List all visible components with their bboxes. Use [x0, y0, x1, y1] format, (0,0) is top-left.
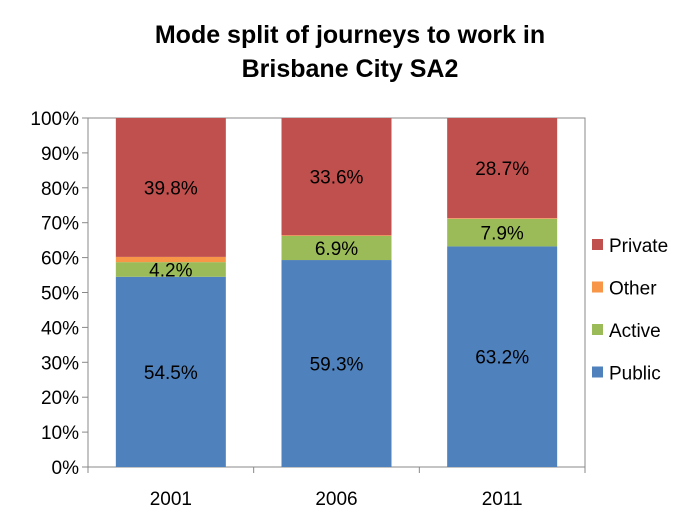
y-tick-label: 20% — [41, 388, 79, 409]
legend-swatch-active — [592, 324, 603, 335]
bar-segment-other — [447, 218, 558, 219]
x-tick-label: 2006 — [315, 489, 357, 510]
legend-swatch-private — [592, 239, 603, 250]
y-tick-label: 40% — [41, 318, 79, 339]
x-tick-label: 2011 — [482, 489, 523, 510]
data-label: 7.9% — [481, 224, 524, 245]
bar-segment-other — [281, 235, 392, 236]
y-tick-label: 30% — [41, 353, 79, 374]
y-tick-label: 90% — [41, 144, 79, 165]
legend-swatch-public — [592, 366, 603, 378]
bar-segment-private — [447, 118, 558, 219]
y-tick-label: 80% — [41, 179, 79, 200]
y-tick-label: 70% — [41, 214, 79, 235]
y-tick-label: 10% — [41, 423, 79, 444]
bar-segment-active — [115, 262, 226, 277]
y-tick-label: 100% — [30, 109, 79, 130]
bar-segment-public — [447, 246, 558, 467]
legend-label-active: Active — [609, 321, 661, 342]
legend-label-public: Public — [609, 364, 661, 385]
bar-segment-private — [115, 118, 226, 257]
chart-title-line-2: Brisbane City SA2 — [241, 55, 459, 83]
chart-title-line-1: Mode split of journeys to work in — [154, 21, 546, 49]
bar-segment-public — [115, 276, 226, 467]
chart-title: Mode split of journeys to work in Brisba… — [0, 18, 700, 86]
bar-segment-public — [281, 260, 392, 467]
data-label: 59.3% — [310, 355, 364, 376]
data-label: 28.7% — [475, 159, 529, 180]
data-label: 33.6% — [310, 168, 364, 189]
bar-segment-active — [447, 218, 558, 247]
y-tick-label: 0% — [52, 458, 80, 479]
y-tick-label: 60% — [41, 249, 79, 270]
bar-segment-active — [281, 235, 392, 261]
data-label: 54.5% — [144, 363, 198, 384]
legend-label-private: Private — [609, 236, 668, 257]
data-label: 4.2% — [149, 260, 192, 281]
legend-label-other: Other — [609, 279, 657, 300]
data-label: 39.8% — [144, 178, 198, 199]
legend-swatch-other — [592, 281, 603, 293]
data-label: 63.2% — [475, 348, 529, 369]
data-label: 6.9% — [315, 239, 358, 260]
bar-segment-other — [115, 256, 226, 263]
bar-segment-private — [281, 118, 392, 236]
x-tick-label: 2001 — [150, 489, 192, 510]
y-tick-label: 50% — [41, 284, 79, 305]
